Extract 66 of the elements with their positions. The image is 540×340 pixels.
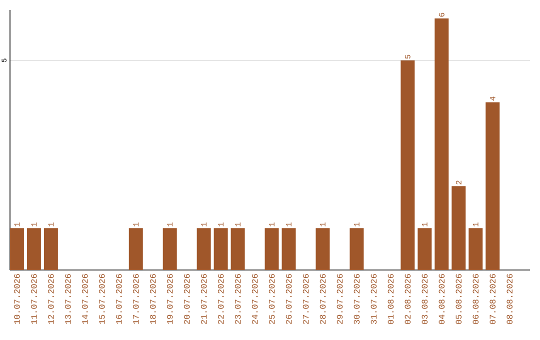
bar	[434, 18, 449, 270]
bar	[468, 228, 483, 270]
x-tick-label: 10.07.2026	[14, 274, 20, 324]
bar	[26, 228, 41, 270]
bar	[316, 228, 330, 270]
data-label: 1	[133, 222, 139, 226]
bar	[10, 228, 24, 270]
x-tick-label: 01.08.2026	[388, 274, 394, 324]
bar	[196, 228, 211, 270]
x-tick-label: 14.07.2026	[82, 274, 88, 324]
bar	[264, 228, 279, 270]
data-label: 1	[286, 222, 292, 226]
x-tick-label: 05.08.2026	[456, 274, 462, 324]
x-tick-label: 29.07.2026	[336, 274, 343, 324]
data-label: 1	[320, 222, 326, 226]
bar	[400, 60, 415, 270]
x-tick-label: 12.07.2026	[48, 274, 54, 324]
x-tick-label: 15.07.2026	[99, 274, 105, 324]
bar	[128, 228, 143, 270]
data-label: 4	[490, 96, 496, 101]
x-tick-label: 13.07.2026	[65, 274, 71, 324]
data-label: 2	[456, 180, 462, 184]
data-label: 1	[218, 222, 224, 226]
x-tick-label: 16.07.2026	[116, 274, 122, 324]
data-label: 1	[48, 222, 54, 226]
bar	[230, 228, 245, 270]
x-tick-label: 08.08.2026	[506, 274, 513, 324]
x-tick-label: 31.07.2026	[370, 274, 377, 324]
data-label: 1	[269, 222, 274, 226]
x-tick-label: 18.07.2026	[150, 274, 156, 324]
x-tick-label: 04.08.2026	[438, 274, 445, 324]
x-tick-label: 20.07.2026	[184, 274, 190, 324]
data-label: 1	[201, 222, 206, 226]
bar	[282, 228, 296, 270]
bar	[418, 228, 432, 270]
x-tick-label: 11.07.2026	[31, 274, 37, 324]
data-label: 1	[422, 222, 428, 226]
x-tick-label: 02.08.2026	[404, 274, 411, 324]
data-label: 6	[438, 12, 444, 17]
x-tick-label: 17.07.2026	[132, 274, 139, 324]
x-tick-label: 28.07.2026	[320, 274, 326, 324]
x-tick-label: 21.07.2026	[200, 274, 207, 324]
x-tick-label: 27.07.2026	[302, 274, 309, 324]
data-label: 1	[235, 222, 240, 226]
bar	[162, 228, 177, 270]
bar	[214, 228, 228, 270]
data-label: 1	[473, 222, 478, 226]
x-tick-label: 19.07.2026	[166, 274, 173, 324]
x-tick-label: 22.07.2026	[218, 274, 224, 324]
x-tick-label: 23.07.2026	[234, 274, 241, 324]
data-label: 1	[31, 222, 37, 226]
bar	[350, 228, 364, 270]
bar	[452, 186, 466, 270]
data-label: 1	[354, 222, 360, 226]
x-tick-label: 25.07.2026	[268, 274, 275, 324]
x-tick-label: 26.07.2026	[286, 274, 292, 324]
data-label: 5	[405, 54, 410, 59]
x-tick-label: 03.08.2026	[422, 274, 428, 324]
x-tick-label: 24.07.2026	[252, 274, 258, 324]
x-tick-label: 07.08.2026	[490, 274, 496, 324]
x-tick-label: 30.07.2026	[354, 274, 360, 324]
bar	[486, 102, 500, 270]
data-label: 1	[167, 222, 172, 226]
bar	[44, 228, 58, 270]
data-label: 1	[14, 222, 20, 226]
x-tick-label: 06.08.2026	[472, 274, 479, 324]
